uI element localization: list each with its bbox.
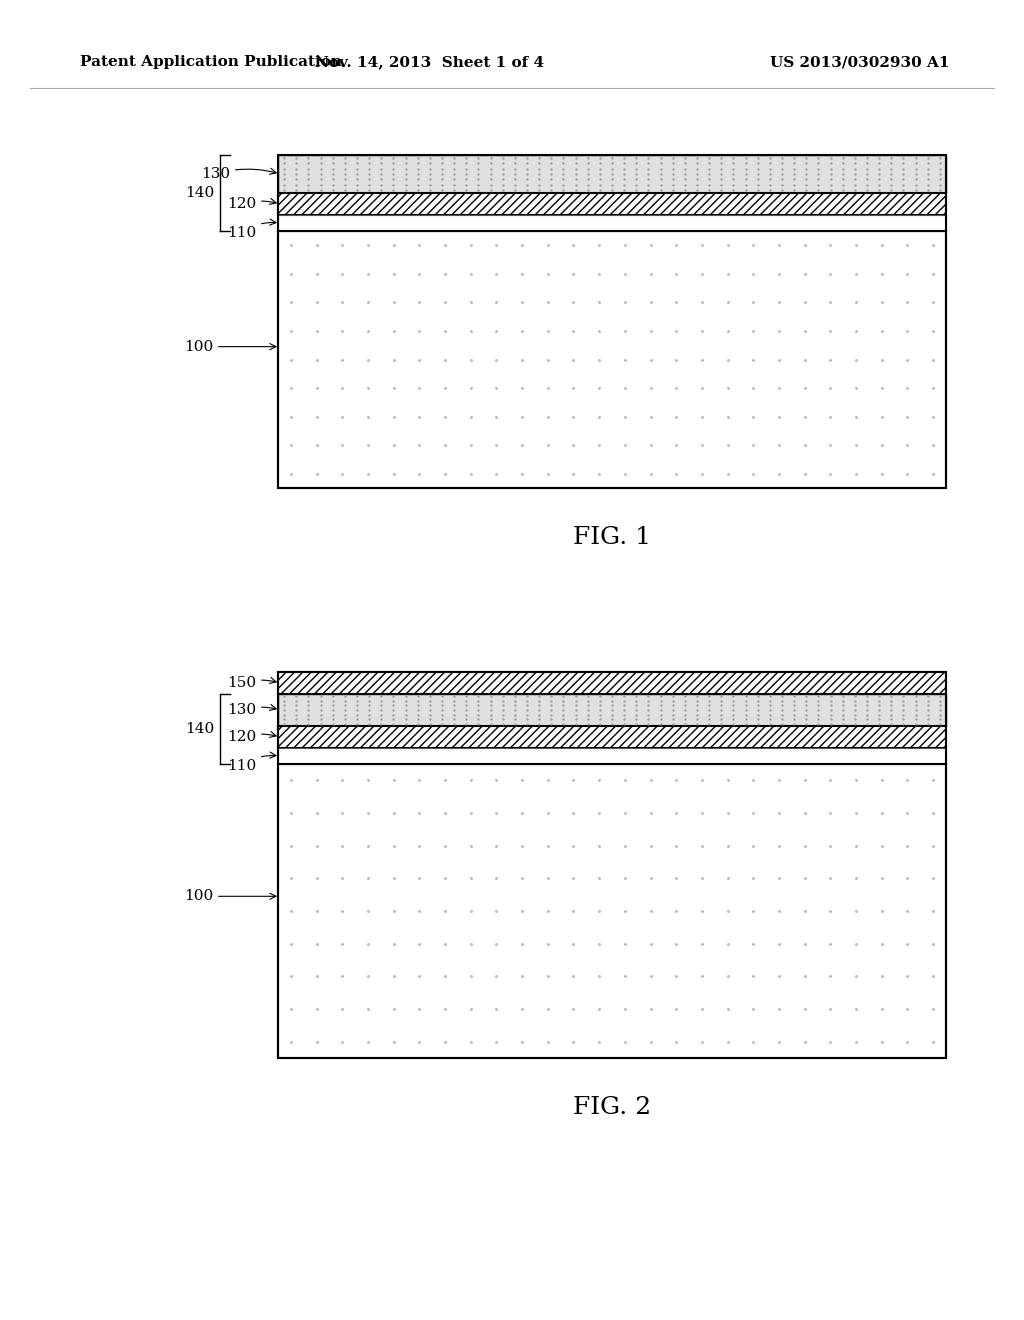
Bar <box>278 748 946 764</box>
Text: 120: 120 <box>226 730 276 744</box>
Bar <box>278 193 946 215</box>
Text: 100: 100 <box>183 890 276 903</box>
Bar <box>278 215 946 231</box>
Bar <box>278 154 946 193</box>
Text: 110: 110 <box>226 219 276 240</box>
Text: 150: 150 <box>227 676 276 690</box>
Text: FIG. 1: FIG. 1 <box>573 527 651 549</box>
Bar <box>278 231 946 488</box>
Text: 110: 110 <box>226 752 276 774</box>
Text: Nov. 14, 2013  Sheet 1 of 4: Nov. 14, 2013 Sheet 1 of 4 <box>315 55 545 69</box>
Text: 140: 140 <box>184 186 214 201</box>
Text: US 2013/0302930 A1: US 2013/0302930 A1 <box>770 55 950 69</box>
Text: 100: 100 <box>183 339 276 354</box>
Text: Patent Application Publication: Patent Application Publication <box>80 55 342 69</box>
Bar <box>278 764 946 1059</box>
Text: 130: 130 <box>201 168 276 181</box>
Text: 130: 130 <box>227 704 276 717</box>
Bar <box>278 726 946 748</box>
Bar <box>278 694 946 726</box>
Bar <box>278 154 946 488</box>
Text: 140: 140 <box>184 722 214 737</box>
Text: 120: 120 <box>226 197 276 211</box>
Bar <box>278 672 946 694</box>
Text: FIG. 2: FIG. 2 <box>573 1097 651 1119</box>
Bar <box>278 672 946 1059</box>
